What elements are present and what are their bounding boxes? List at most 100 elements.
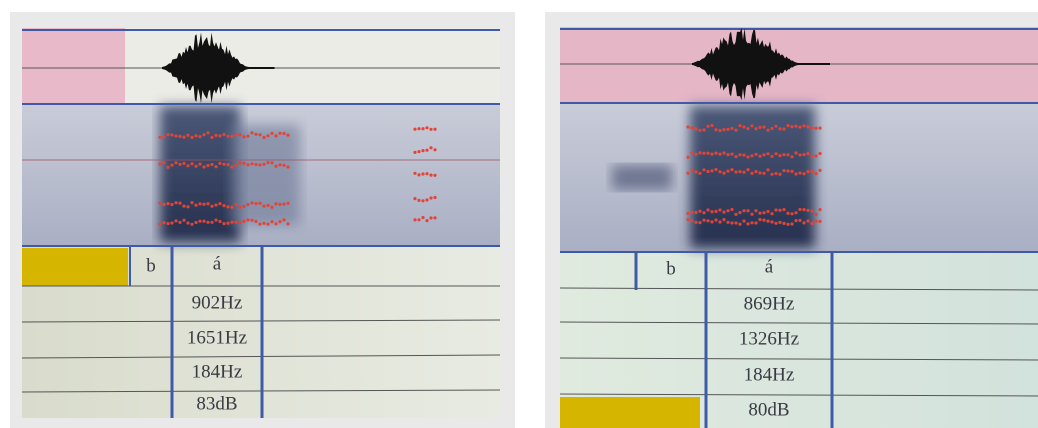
formant-dot <box>694 170 697 173</box>
formant-dot <box>270 206 273 209</box>
formant-dot <box>270 161 273 164</box>
formant-dot <box>286 165 289 168</box>
formant-dot <box>734 213 737 216</box>
formant-dot <box>786 212 789 215</box>
formant-dot <box>786 169 789 172</box>
formant-dot <box>230 135 233 138</box>
formant-dot <box>718 220 721 223</box>
formant-dot <box>210 163 213 166</box>
formant-dot <box>710 124 713 127</box>
formant-dot <box>782 127 785 130</box>
formant-dot <box>750 172 753 175</box>
formant-dot <box>686 172 689 175</box>
selected-interval <box>22 248 128 286</box>
formant-dot <box>786 124 789 127</box>
formant-dot <box>242 135 245 138</box>
measurement: 184Hz <box>744 364 795 385</box>
formant-dot <box>421 172 424 175</box>
formant-dot <box>718 153 721 156</box>
formant-dot <box>758 171 761 174</box>
formant-dot <box>246 163 249 166</box>
formant-dot <box>186 205 189 208</box>
formant-dot <box>726 170 729 173</box>
formant-dot <box>790 170 793 173</box>
formant-dot <box>690 126 693 129</box>
formant-dot <box>250 201 253 204</box>
formant-dot <box>698 172 701 175</box>
formant-dot <box>266 134 269 137</box>
formant-dot <box>166 166 169 169</box>
formant-dot <box>694 153 697 156</box>
formant-dot <box>429 128 432 131</box>
formant-dot <box>782 169 785 172</box>
formant-dot <box>814 213 817 216</box>
formant-dot <box>242 205 245 208</box>
formant-dot <box>746 209 749 212</box>
formant-dot <box>722 172 725 175</box>
formant-dot <box>270 132 273 135</box>
formant-dot <box>254 202 257 205</box>
formant-dot <box>690 211 693 214</box>
formant-dot <box>190 162 193 165</box>
formant-dot <box>786 153 789 156</box>
formant-dot <box>702 168 705 171</box>
formant-dot <box>425 149 428 152</box>
formant-dot <box>706 208 709 211</box>
formant-dot <box>198 220 201 223</box>
formant-dot <box>278 220 281 223</box>
formant-dot <box>714 218 717 221</box>
formant-dot <box>417 173 420 176</box>
formant-dot <box>230 165 233 168</box>
formant-dot <box>702 219 705 222</box>
formant-dot <box>234 203 237 206</box>
formant-dot <box>714 152 717 155</box>
formant-dot <box>234 164 237 167</box>
formant-dot <box>762 125 765 128</box>
formant-dot <box>266 204 269 207</box>
formant-dot <box>702 211 705 214</box>
formant-dot <box>218 202 221 205</box>
formant-dot <box>417 218 420 221</box>
measurement: 1326Hz <box>739 328 799 349</box>
formant-dot <box>730 168 733 171</box>
formant-dot <box>742 219 745 222</box>
formant-dot <box>254 220 257 223</box>
formant-dot <box>182 162 185 165</box>
formant-dot <box>278 132 281 135</box>
formant-dot <box>206 131 209 134</box>
formant-dot <box>794 125 797 128</box>
formant-dot <box>818 220 821 223</box>
formant-dot <box>722 211 725 214</box>
formant-dot <box>417 150 420 153</box>
formant-dot <box>726 153 729 156</box>
formant-dot <box>274 222 277 225</box>
formant-dot <box>174 201 177 204</box>
formant-dot <box>421 199 424 202</box>
formant-dot <box>206 164 209 167</box>
formant-dot <box>702 128 705 131</box>
formant-dot <box>778 127 781 130</box>
formant-dot <box>282 132 285 135</box>
formant-dot <box>774 222 777 225</box>
formant-dot <box>250 131 253 134</box>
formant-dot <box>802 172 805 175</box>
formant-dot <box>433 174 436 177</box>
formant-dot <box>174 219 177 222</box>
formant-dot <box>774 152 777 155</box>
formant-dot <box>774 125 777 128</box>
formant-dot <box>162 135 165 138</box>
formant-dot <box>210 205 213 208</box>
formant-dot <box>218 134 221 137</box>
formant-dot <box>202 203 205 206</box>
formant-dot <box>742 171 745 174</box>
formant-dot <box>814 172 817 175</box>
formant-dot <box>186 134 189 137</box>
tier-label: á <box>765 256 774 277</box>
formant-dot <box>429 146 432 149</box>
formant-dot <box>258 133 261 136</box>
formant-dot <box>770 173 773 176</box>
formant-dot <box>162 161 165 164</box>
formant-dot <box>686 212 689 215</box>
formant-dot <box>730 153 733 156</box>
formant-dot <box>726 221 729 224</box>
